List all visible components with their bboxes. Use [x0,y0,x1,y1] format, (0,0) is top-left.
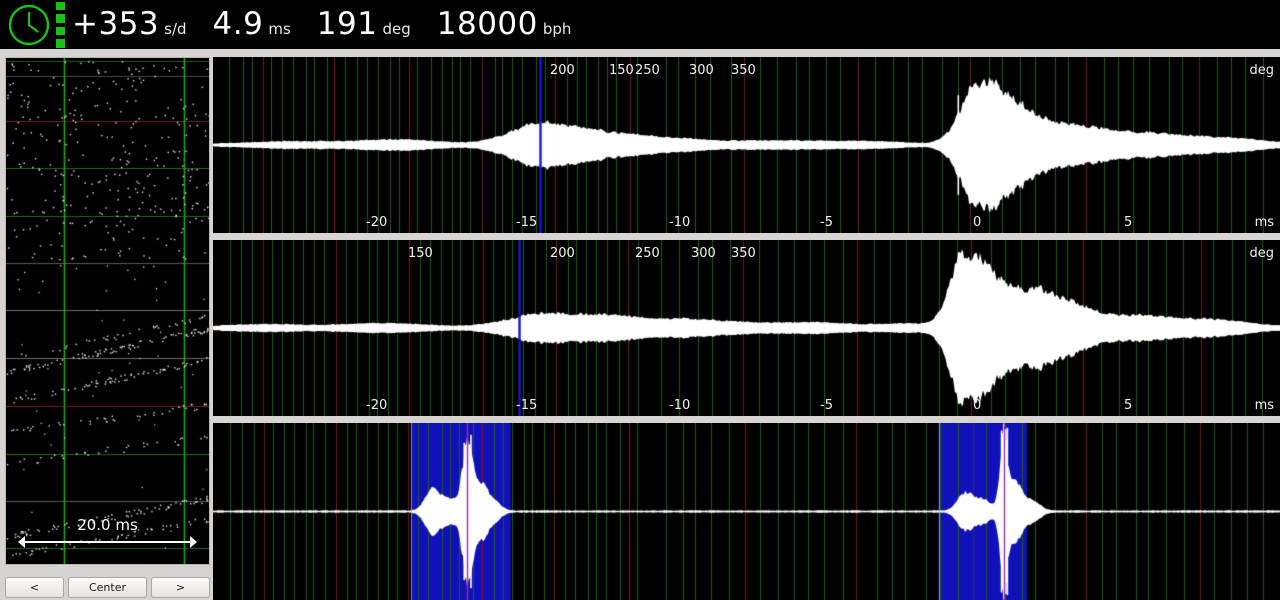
readout-header: +353 s/d 4.9 ms 191 deg 18000 bph [0,0,1280,52]
waveform-panel-bottom[interactable] [213,423,1280,600]
readout-rate-value: +353 [72,6,160,42]
arrow-right-icon [190,536,197,548]
beat-scatter-plot[interactable]: 20.0 ms [5,57,210,565]
center-button[interactable]: Center [68,577,147,598]
scale-label: 20.0 ms [77,516,138,534]
waveform-canvas-mid [213,240,1280,416]
readout-amplitude-value: 191 [316,6,378,42]
scale-indicator: 20.0 ms [18,516,197,552]
scatter-canvas [6,58,209,564]
clock-icon [6,2,52,48]
next-button[interactable]: > [150,577,210,598]
waveform-panel-mid[interactable]: 150 200 250 300 350 deg -20 -15 -10 -5 0… [213,240,1280,416]
scale-arrow [18,536,197,548]
prev-button[interactable]: < [5,577,65,598]
led-indicator [55,26,65,35]
readout-bph-value: 18000 [436,6,538,42]
readout-beaterror-value: 4.9 [212,6,264,42]
readout-beaterror: 4.9 ms [213,9,291,40]
waveform-panel-top[interactable]: 150 200 250 300 350 deg -20 -15 -10 -5 0… [213,57,1280,233]
arrow-left-icon [18,536,25,548]
waveform-canvas-top [213,57,1280,233]
scatter-controls: < Center > [5,577,210,598]
led-indicator [55,14,65,23]
led-indicator [55,39,65,48]
readout-bph-unit: bph [542,20,572,38]
readout-bph: 18000 bph [437,9,572,40]
waveform-canvas-bottom [213,423,1280,600]
readout-amplitude-unit: deg [382,20,411,38]
readout-rate: +353 s/d [72,9,187,40]
readout-rate-unit: s/d [164,20,187,38]
readout-values: +353 s/d 4.9 ms 191 deg 18000 bph [72,9,597,40]
readout-beaterror-unit: ms [268,20,291,38]
readout-amplitude: 191 deg [317,9,411,40]
signal-level-leds [52,1,68,48]
led-indicator [55,1,65,10]
arrow-line [24,541,191,543]
